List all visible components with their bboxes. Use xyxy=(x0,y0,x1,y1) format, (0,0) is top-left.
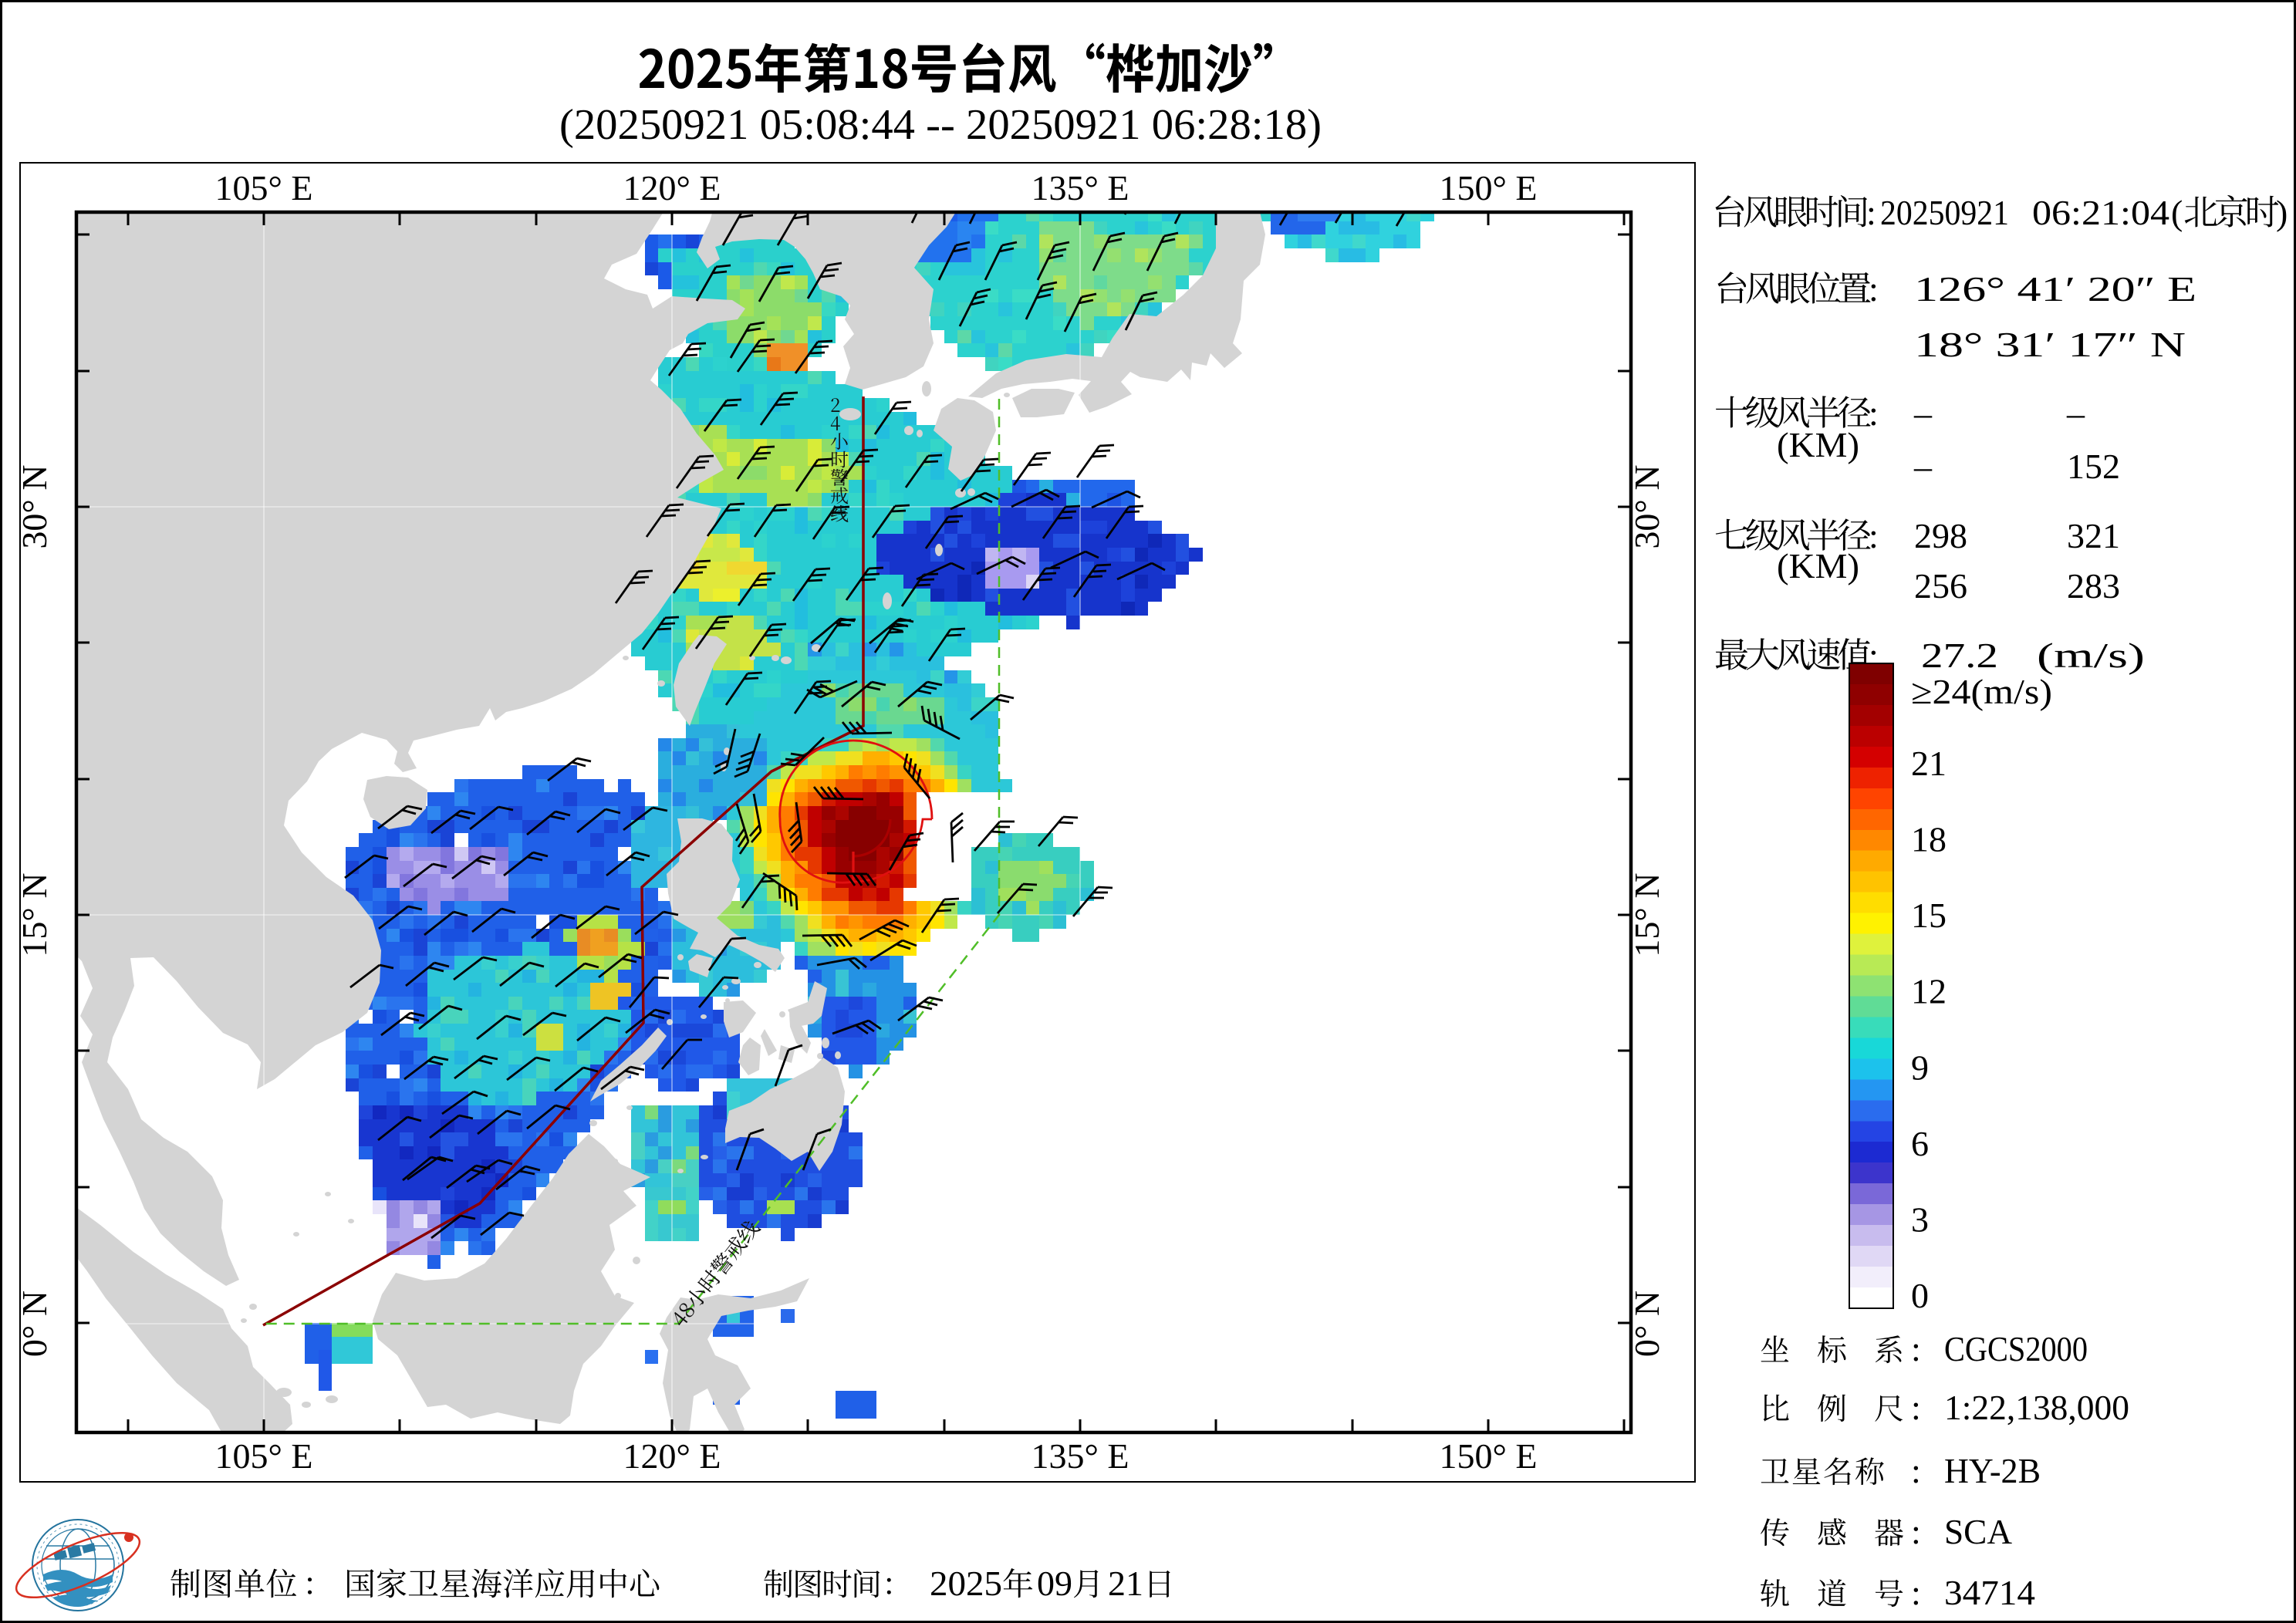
svg-text:6: 6 xyxy=(1911,1124,1929,1163)
svg-text:20250921: 20250921 xyxy=(1880,193,2009,232)
svg-text:(KM): (KM) xyxy=(1777,546,1859,585)
svg-text:126° 41′ 20″ E: 126° 41′ 20″ E xyxy=(1914,269,2196,309)
svg-text::: : xyxy=(1869,393,1879,433)
svg-text:298: 298 xyxy=(1914,516,1967,555)
svg-text:–: – xyxy=(2066,393,2085,433)
svg-text:15: 15 xyxy=(1911,896,1947,935)
svg-text::: : xyxy=(1911,1329,1921,1368)
svg-text:18: 18 xyxy=(1911,820,1947,859)
svg-text:(KM): (KM) xyxy=(1777,425,1859,464)
svg-text:3: 3 xyxy=(1911,1200,1929,1239)
svg-text:150° E: 150° E xyxy=(1440,168,1538,208)
svg-text::: : xyxy=(1911,1512,1921,1551)
svg-text:150° E: 150° E xyxy=(1440,1436,1538,1476)
svg-text:27.2: 27.2 xyxy=(1921,636,1998,675)
svg-text:15° N: 15° N xyxy=(15,872,54,957)
svg-text:(: ( xyxy=(2171,193,2183,232)
svg-text::: : xyxy=(1869,269,1879,309)
svg-text:09: 09 xyxy=(1037,1564,1072,1603)
svg-text:256: 256 xyxy=(1914,566,1967,606)
svg-text::: : xyxy=(1911,1451,1921,1490)
svg-text:15° N: 15° N xyxy=(1627,872,1666,957)
svg-text:0° N: 0° N xyxy=(1627,1291,1666,1357)
svg-text:30° N: 30° N xyxy=(15,464,54,548)
svg-text:SCA: SCA xyxy=(1944,1512,2012,1551)
svg-text:30° N: 30° N xyxy=(1627,464,1666,548)
svg-text:0: 0 xyxy=(1911,1276,1929,1315)
svg-text::: : xyxy=(1911,1573,1921,1612)
svg-text:321: 321 xyxy=(2067,516,2120,555)
svg-text:): ) xyxy=(2276,193,2288,232)
svg-text:34714: 34714 xyxy=(1944,1573,2035,1612)
svg-text:HY-2B: HY-2B xyxy=(1944,1451,2041,1490)
svg-text::: : xyxy=(1911,1388,1921,1427)
svg-text:18° 31′ 17″ N: 18° 31′ 17″ N xyxy=(1914,325,2186,364)
svg-text:0° N: 0° N xyxy=(15,1291,54,1357)
svg-text:–: – xyxy=(1913,393,1933,433)
svg-text:105° E: 105° E xyxy=(215,168,313,208)
svg-text:152: 152 xyxy=(2067,447,2120,486)
svg-text:9: 9 xyxy=(1911,1048,1929,1087)
svg-text:21: 21 xyxy=(1911,744,1947,783)
svg-text:(m/s): (m/s) xyxy=(2037,636,2145,675)
svg-text:CGCS2000: CGCS2000 xyxy=(1944,1329,2088,1368)
svg-text:120° E: 120° E xyxy=(623,168,721,208)
svg-text:283: 283 xyxy=(2067,566,2120,606)
svg-text::: : xyxy=(1869,516,1879,555)
svg-text:06:21:04: 06:21:04 xyxy=(2032,193,2169,232)
svg-text:–: – xyxy=(1913,447,1933,486)
svg-text:105° E: 105° E xyxy=(215,1436,313,1476)
svg-text:21: 21 xyxy=(1108,1564,1143,1603)
svg-text::: : xyxy=(1866,193,1876,232)
svg-text:2025: 2025 xyxy=(930,1564,1002,1603)
svg-text:12: 12 xyxy=(1911,972,1947,1011)
svg-text:135° E: 135° E xyxy=(1032,1436,1129,1476)
svg-text:(20250921 05:08:44 -- 20250921: (20250921 05:08:44 -- 20250921 06:28:18) xyxy=(559,101,1322,149)
svg-text:120° E: 120° E xyxy=(623,1436,721,1476)
svg-text:≥24(m/s): ≥24(m/s) xyxy=(1911,672,2052,711)
svg-text:1:22,138,000: 1:22,138,000 xyxy=(1944,1388,2129,1427)
svg-text:135° E: 135° E xyxy=(1032,168,1129,208)
